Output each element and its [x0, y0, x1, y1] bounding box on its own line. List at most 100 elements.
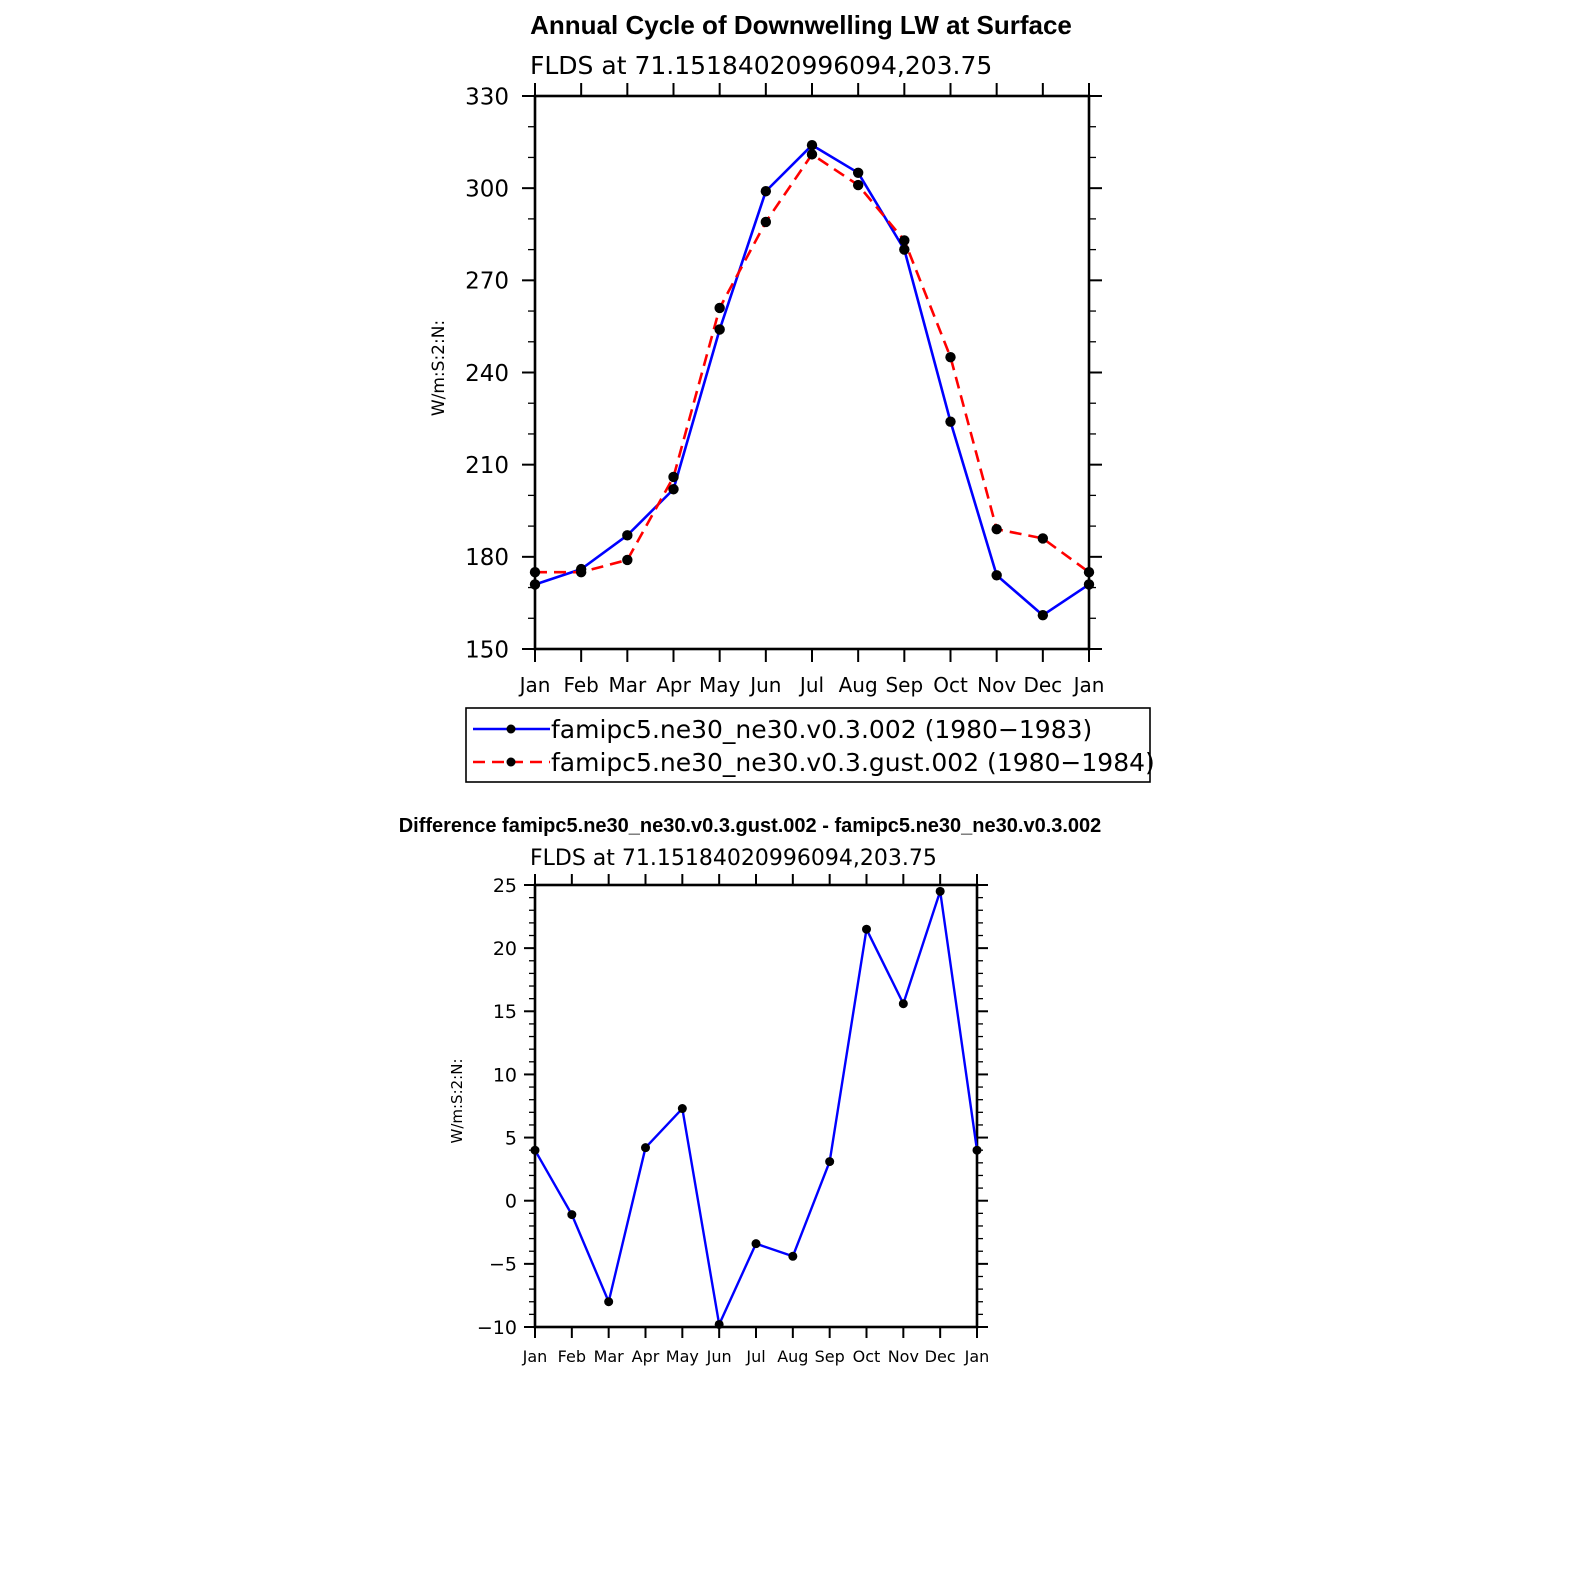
legend-marker-2: [506, 757, 516, 767]
bottom-series-1-point: [751, 1239, 761, 1249]
top-series-2-point: [760, 216, 772, 228]
top-series-2-line: [535, 153, 1090, 574]
legend-label-2: famipc5.ne30_ne30.v0.3.gust.002 (1980−19…: [551, 748, 1155, 777]
top-chart-title: Annual Cycle of Downwelling LW at Surfac…: [530, 10, 1072, 40]
bottom-series-1-point: [714, 1319, 724, 1329]
top-series-2-point: [852, 179, 864, 191]
top-series-1-point: [668, 484, 679, 495]
bottom-x-tick-label: Jul: [745, 1347, 765, 1366]
top-x-tick-label: May: [699, 673, 741, 697]
bottom-y-tick-label: −5: [489, 1254, 517, 1276]
top-x-tick-label: Jul: [798, 673, 824, 697]
bottom-x-tick-label: May: [666, 1347, 699, 1366]
top-series-2-point: [529, 566, 541, 578]
top-y-tick-label: 240: [465, 361, 509, 387]
top-x-tick-label: Mar: [608, 673, 647, 697]
top-y-tick-label: 150: [465, 637, 509, 663]
top-series-1-point: [1037, 610, 1049, 621]
top-x-tick-label: Apr: [656, 673, 691, 697]
top-chart-ylabel: W/m:S:2:N:: [429, 320, 449, 416]
bottom-series-1-point: [788, 1251, 798, 1261]
bottom-y-tick-label: 0: [505, 1191, 517, 1213]
bottom-series-1-point: [898, 999, 908, 1009]
top-x-tick-label: Jun: [748, 673, 781, 697]
top-x-tick-label: Dec: [1023, 673, 1062, 697]
top-chart-plot: [529, 139, 1095, 621]
top-y-tick-label: 300: [465, 176, 509, 202]
top-y-tick-label: 180: [465, 545, 509, 571]
top-series-2-point: [622, 554, 633, 566]
bottom-series-1-point: [567, 1210, 577, 1220]
bottom-x-tick-label: Dec: [925, 1347, 956, 1366]
top-chart-legend: famipc5.ne30_ne30.v0.3.002 (1980−1983) f…: [465, 707, 1155, 783]
top-x-tick-label: Oct: [933, 673, 968, 697]
bottom-chart-title: Difference famipc5.ne30_ne30.v0.3.gust.0…: [399, 815, 1102, 837]
top-series-2-point: [575, 566, 587, 578]
bottom-y-tick-label: −10: [477, 1317, 517, 1339]
bottom-x-tick-label: Nov: [888, 1347, 919, 1366]
bottom-y-tick-label: 20: [493, 938, 517, 960]
bottom-series-1-point: [677, 1104, 687, 1114]
top-series-1-point: [899, 244, 910, 255]
bottom-chart-plot: [530, 886, 982, 1329]
top-series-1-line: [534, 143, 1090, 617]
bottom-x-tick-label: Apr: [632, 1347, 660, 1366]
bottom-x-tick-label: Aug: [777, 1347, 808, 1366]
top-series-2-point: [668, 471, 679, 483]
bottom-y-tick-label: 15: [493, 1001, 517, 1023]
top-series-2-point: [991, 523, 1002, 535]
bottom-series-1-point: [604, 1297, 614, 1307]
bottom-x-tick-label: Jan: [522, 1347, 548, 1366]
top-series-2-point: [1037, 533, 1049, 544]
top-series-1-point: [760, 186, 772, 197]
top-series-1-point: [852, 167, 864, 179]
top-series-1-point: [806, 139, 818, 151]
top-y-tick-label: 210: [465, 453, 509, 479]
top-series-1-point: [529, 579, 541, 590]
top-series-2-point: [714, 302, 725, 314]
top-series-1-point: [622, 530, 633, 541]
bottom-x-tick-label: Sep: [815, 1347, 845, 1366]
top-y-tick-label: 330: [465, 84, 509, 110]
bottom-chart-ylabel: W/m:S:2:N:: [448, 1059, 466, 1144]
bottom-x-tick-label: Oct: [853, 1347, 881, 1366]
bottom-chart-subtitle: FLDS at 71.15184020996094,203.75: [530, 846, 937, 871]
top-chart-axes: Jan Feb Mar Apr May Jun Jul Aug Sep Oct Nov Dec Jan 1…: [465, 83, 1104, 697]
bottom-series-1-point: [825, 1157, 835, 1167]
top-series-1-point: [991, 570, 1002, 581]
top-series-2-point: [806, 149, 818, 160]
top-series-1-point: [945, 416, 956, 427]
top-x-tick-label: Nov: [977, 673, 1016, 697]
legend-label-1: famipc5.ne30_ne30.v0.3.002 (1980−1983): [551, 715, 1092, 744]
bottom-y-tick-label: 10: [493, 1064, 517, 1086]
bottom-series-1-point: [530, 1145, 540, 1155]
bottom-y-tick-label: 25: [493, 875, 517, 897]
top-x-tick-label: Jan: [1072, 673, 1105, 697]
top-x-tick-label: Feb: [563, 673, 598, 697]
top-series-1-point: [714, 324, 725, 335]
bottom-series-1-point: [862, 924, 871, 934]
bottom-x-tick-label: Jan: [964, 1347, 990, 1366]
top-plot-frame: [533, 94, 1091, 651]
top-x-tick-label: Aug: [839, 673, 878, 697]
legend-marker-1: [506, 724, 516, 734]
legend-box: [465, 707, 1151, 783]
bottom-chart-axes: Jan Feb Mar Apr May Jun Jul Aug Sep Oct Nov Dec Jan−…: [477, 874, 989, 1366]
bottom-series-1-point: [641, 1143, 650, 1153]
bottom-x-tick-label: Jun: [706, 1347, 732, 1366]
bottom-series-1-point: [972, 1145, 982, 1155]
bottom-series-1-line: [533, 890, 979, 1326]
top-series-2-point: [945, 351, 956, 363]
bottom-series-1-point: [935, 886, 945, 896]
bottom-x-tick-label: Feb: [558, 1347, 586, 1366]
top-x-tick-label: Sep: [885, 673, 923, 697]
top-series-1-point: [1083, 579, 1095, 590]
top-y-tick-label: 270: [465, 269, 509, 295]
top-series-2-point: [899, 235, 910, 246]
bottom-x-tick-label: Mar: [594, 1347, 625, 1366]
bottom-y-tick-label: 5: [505, 1127, 517, 1149]
bottom-plot-frame: [533, 883, 979, 1329]
top-x-tick-label: Jan: [518, 673, 551, 697]
top-series-2-point: [1083, 566, 1095, 578]
